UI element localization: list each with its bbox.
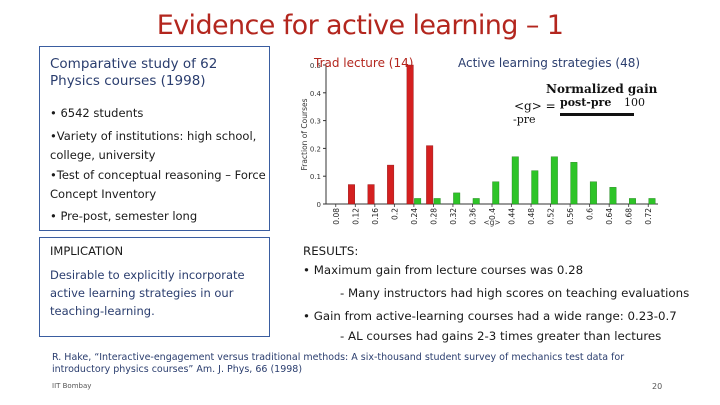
study-bullet-prepost: • Pre-post, semester long [50, 209, 198, 223]
al-bar [492, 181, 500, 205]
y-tick-label: 0.4 [310, 90, 322, 98]
x-axis-label: <g> [483, 218, 500, 227]
trad-bar [406, 64, 414, 205]
x-tick-label: 0.44 [508, 208, 517, 225]
legend-trad-label: Trad lecture (14) [314, 56, 414, 70]
legend-al: Active learning strategies (48) [458, 56, 640, 70]
implication-heading: IMPLICATION [50, 244, 124, 258]
formula-denominator: -pre [513, 113, 536, 126]
formula-fraction-bar [560, 113, 634, 116]
implication-box: IMPLICATION Desirable to explicitly inco… [39, 237, 270, 337]
study-box: Comparative study of 62 Physics courses … [39, 46, 270, 231]
x-tick-label: 0.6 [586, 208, 595, 220]
al-bar [531, 170, 539, 205]
study-bullet-students: • 6542 students [50, 106, 144, 120]
x-tick-label: 0.48 [527, 208, 536, 225]
trad-bar [348, 184, 355, 205]
results-line-4: - AL courses had gains 2-3 times greater… [340, 329, 662, 343]
al-bar [629, 198, 636, 205]
x-tick-label: 0.28 [429, 208, 438, 225]
al-bar [472, 198, 480, 205]
al-bar [453, 192, 461, 205]
x-tick-label: 0.4 [488, 208, 497, 220]
y-tick-label: 0 [317, 201, 321, 209]
al-bar [648, 198, 656, 205]
implication-body: Desirable to explicitly incorporate acti… [50, 268, 245, 318]
x-tick-label: 0.52 [547, 208, 556, 225]
x-tick-label: 0.36 [468, 208, 477, 225]
results-line-1: • Maximum gain from lecture courses was … [303, 263, 584, 277]
study-heading: Comparative study of 62 Physics courses … [50, 56, 218, 89]
al-bar [433, 198, 441, 205]
page-number: 20 [652, 382, 663, 391]
citation: R. Hake, “Interactive-engagement versus … [52, 352, 625, 375]
results-line-2: - Many instructors had high scores on te… [340, 286, 690, 300]
results-heading: RESULTS: [303, 244, 359, 258]
x-tick-label: 0.32 [449, 208, 458, 225]
footer-institution: IIT Bombay [52, 382, 92, 390]
al-bar [550, 156, 558, 205]
y-tick-label: 0.5 [310, 62, 321, 70]
y-tick-label: 0.3 [310, 118, 321, 126]
study-bullet-institutions: •Variety of institutions: high school, c… [50, 129, 257, 162]
formula-heading: Normalized gain [546, 82, 658, 96]
results-line-3: • Gain from active-learning courses had … [303, 309, 677, 323]
x-tick-label: 0.64 [605, 208, 614, 225]
formula-numerator: post-pre [560, 96, 612, 109]
legend-al-label: Active learning strategies (48) [458, 56, 641, 70]
x-tick-label: 0.72 [644, 208, 653, 225]
al-bar [414, 198, 422, 205]
y-axis-label: Fraction of Courses [300, 98, 309, 170]
x-tick-label: 0.68 [625, 208, 634, 225]
al-bar [609, 187, 617, 205]
x-tick-label: 0.08 [332, 208, 341, 225]
formula-factor: 100 [624, 96, 645, 109]
x-tick-label: 0.16 [371, 208, 380, 225]
x-tick-label: 0.56 [566, 208, 575, 225]
x-tick-label: 0.2 [390, 208, 399, 220]
x-tick-label: 0.12 [351, 208, 360, 225]
formula-lhs: <g> = [514, 99, 556, 113]
x-tick-label: 0.24 [410, 208, 419, 225]
gain-histogram: 0 0.1 0.2 0.3 0.4 0.5 Fraction of Courses 0.08 0… [296, 57, 666, 227]
legend-trad: Trad lecture (14) [314, 56, 413, 70]
trad-bar [367, 184, 375, 205]
al-bar [570, 162, 578, 205]
y-tick-label: 0.1 [310, 173, 321, 181]
y-tick-label: 0.2 [310, 145, 321, 153]
trad-bar [426, 145, 434, 205]
trad-bar [387, 164, 395, 205]
al-bar [589, 181, 597, 205]
slide-title: Evidence for active learning – 1 [156, 10, 564, 41]
al-bar [511, 156, 519, 205]
study-bullet-test: •Test of conceptual reasoning – Force Co… [50, 168, 266, 201]
